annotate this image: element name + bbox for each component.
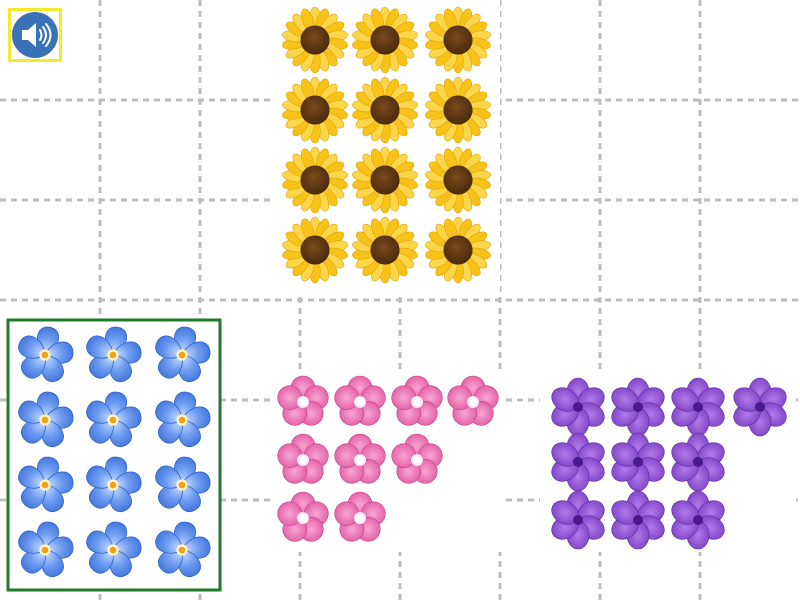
sound-button[interactable] xyxy=(8,8,62,62)
